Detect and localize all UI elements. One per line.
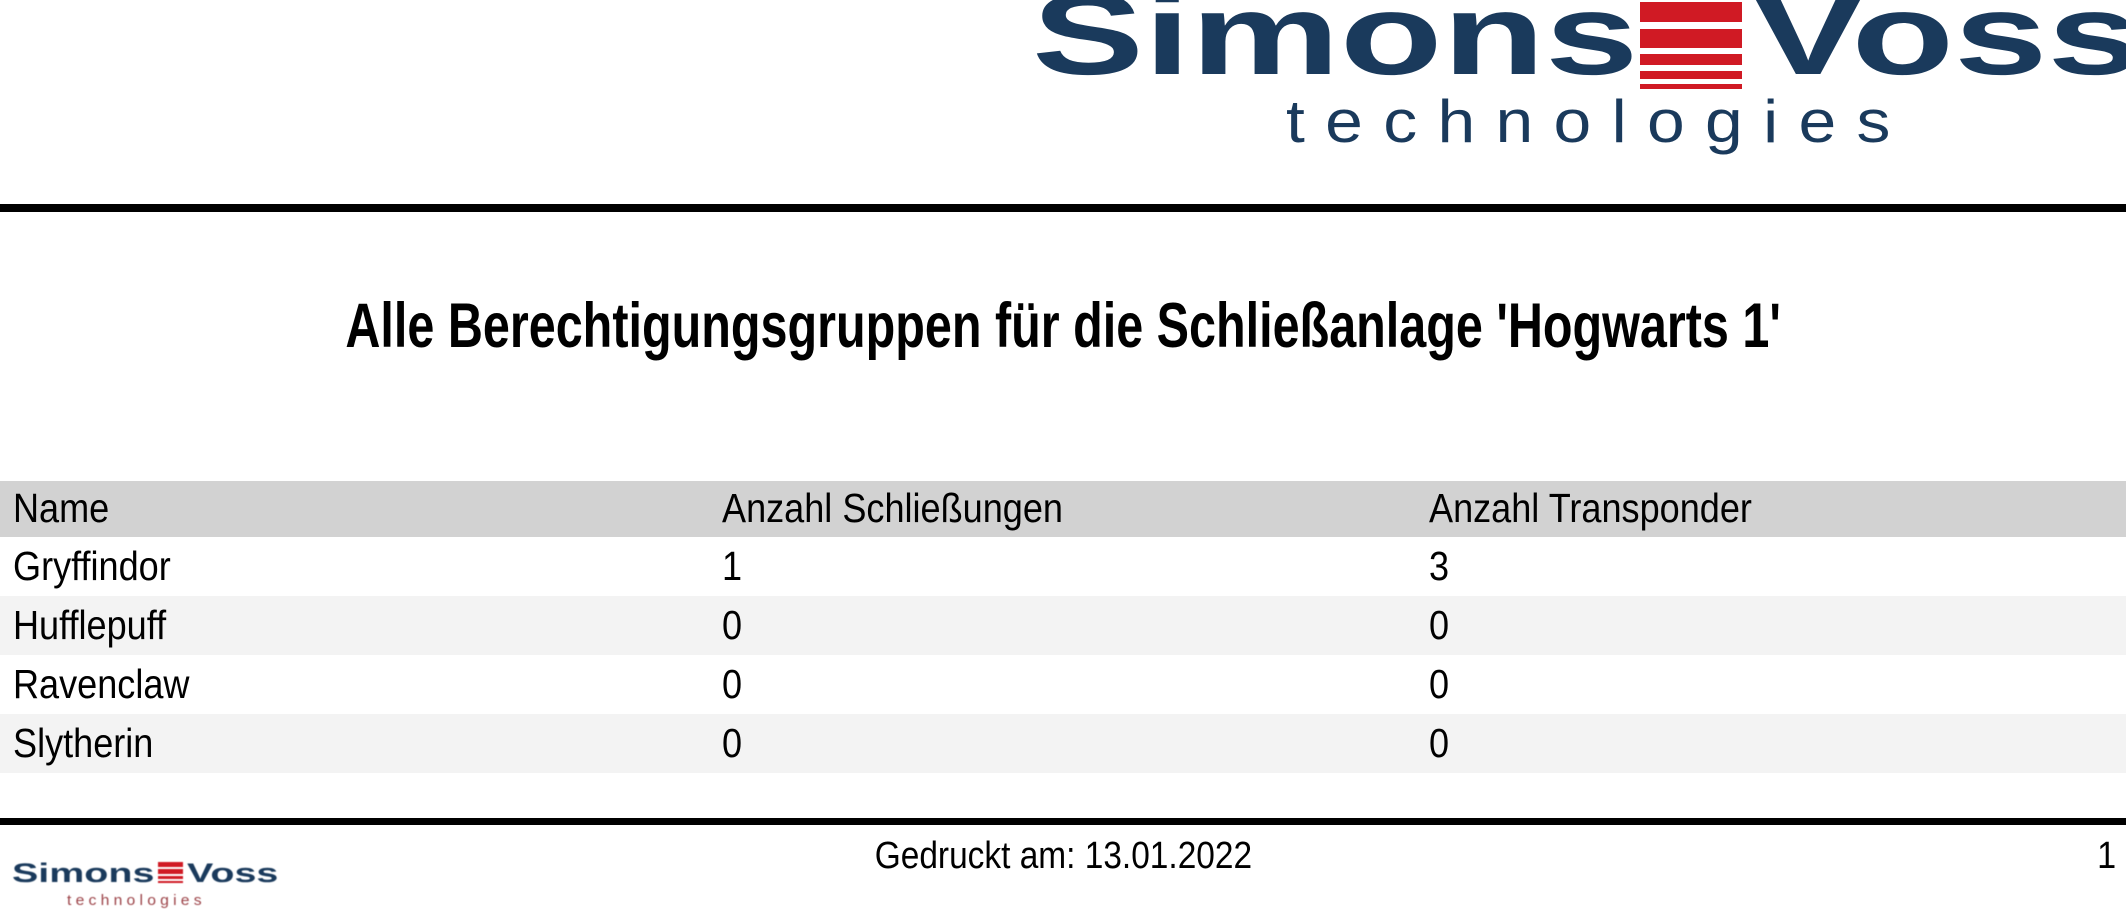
logo-stripe: [1640, 29, 1742, 48]
cell-name: Gryffindor: [13, 542, 171, 589]
footer-logo: Simons Voss technologies: [12, 860, 302, 914]
cell-anzahl-transponder: 0: [1429, 660, 1450, 707]
logo-stripe: [1640, 54, 1742, 65]
footer-logo-wordmark-voss: Voss: [187, 858, 279, 888]
footer-logo-technologies-text: technologies: [67, 892, 206, 909]
footer-center: Gedruckt am: 13.01.2022: [0, 837, 2126, 875]
cell-anzahl-schliessungen: 0: [722, 719, 743, 766]
logo-wordmark-voss: Voss: [1752, 0, 2126, 99]
logo-stripe: [158, 881, 183, 883]
table-header-row: Name Anzahl Schließungen Anzahl Transpon…: [0, 481, 2126, 537]
table-row: Gryffindor 1 3: [0, 537, 2126, 596]
footer-divider: [0, 818, 2126, 825]
cell-anzahl-transponder: 0: [1429, 719, 1450, 766]
logo-stripe: [158, 876, 183, 879]
logo-technologies-text: technologies: [1286, 88, 1911, 155]
logo-stripe: [1640, 2, 1742, 22]
cell-anzahl-schliessungen: 0: [722, 601, 743, 648]
footer-logo-wordmark-simons: Simons: [12, 858, 155, 888]
logo-stripes-icon: [1640, 2, 1742, 89]
title-row: Alle Berechtigungsgruppen für die Schlie…: [0, 295, 2126, 358]
logo-stripe: [1640, 84, 1742, 89]
logo-stripe: [1640, 71, 1742, 79]
cell-name: Hufflepuff: [13, 601, 167, 648]
column-header-anzahl-transponder: Anzahl Transponder: [1429, 485, 1752, 532]
page-number: 1: [2096, 835, 2116, 877]
cell-anzahl-transponder: 0: [1429, 601, 1450, 648]
cell-anzahl-schliessungen: 1: [722, 542, 743, 589]
logo-stripe: [158, 869, 183, 874]
cell-name: Ravenclaw: [13, 660, 190, 707]
table-row: Ravenclaw 0 0: [0, 655, 2126, 714]
logo-stripe: [158, 862, 183, 867]
table-body: Gryffindor 1 3 Hufflepuff 0 0 Ravenclaw: [0, 537, 2126, 773]
page-title: Alle Berechtigungsgruppen für die Schlie…: [345, 291, 1781, 361]
cell-anzahl-transponder: 3: [1429, 542, 1450, 589]
cell-anzahl-schliessungen: 0: [722, 660, 743, 707]
printed-date-label: Gedruckt am: 13.01.2022: [874, 835, 1252, 877]
column-header-name: Name: [13, 485, 110, 532]
logo-wordmark-simons: Simons: [1032, 0, 1639, 99]
footer-logo-stripes-icon: [158, 862, 183, 883]
auth-groups-table: Name Anzahl Schließungen Anzahl Transpon…: [0, 481, 2126, 773]
table-row: Hufflepuff 0 0: [0, 596, 2126, 655]
header-divider: [0, 204, 2126, 212]
column-header-anzahl-schliessungen: Anzahl Schließungen: [722, 485, 1063, 532]
cell-name: Slytherin: [13, 719, 154, 766]
table-row: Slytherin 0 0: [0, 714, 2126, 773]
